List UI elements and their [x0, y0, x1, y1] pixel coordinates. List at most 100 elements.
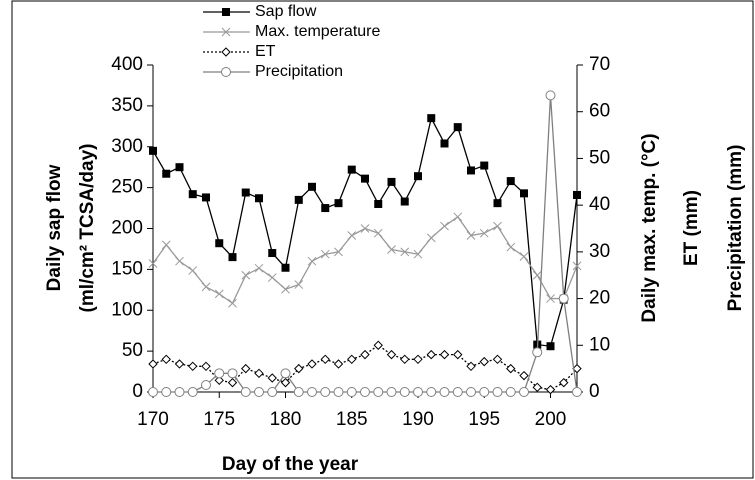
marker [546, 294, 555, 303]
marker [506, 177, 515, 186]
marker [281, 263, 290, 272]
x-tick-label: 190 [402, 409, 434, 430]
marker [387, 245, 396, 254]
marker [426, 349, 436, 360]
y-tick-label: 400 [111, 54, 143, 75]
y2-tick-label: 30 [589, 241, 610, 262]
marker [519, 370, 529, 381]
marker [361, 174, 369, 183]
marker [360, 224, 370, 233]
marker [413, 249, 423, 259]
marker [307, 256, 317, 266]
marker [241, 363, 251, 374]
marker [202, 193, 210, 202]
series-line [152, 215, 578, 305]
y-tick-label: 300 [111, 136, 143, 157]
y-axis-title: Daily sap flow [44, 164, 65, 291]
marker [466, 361, 476, 372]
y-axis-title: (ml/cm² TCSA/day) [77, 144, 98, 313]
marker [174, 387, 185, 397]
series-line [152, 116, 578, 347]
x-axis-title: Day of the year [222, 454, 359, 475]
marker [466, 387, 476, 397]
marker [520, 189, 528, 198]
marker [175, 256, 184, 266]
marker [281, 284, 290, 294]
marker [572, 363, 582, 374]
marker [479, 228, 489, 238]
marker [254, 263, 264, 273]
legend-label: Sap flow [255, 3, 317, 20]
y2-axis-title: Precipitation (mm) [725, 145, 746, 312]
marker [480, 161, 489, 170]
marker [559, 377, 569, 388]
marker [492, 354, 503, 365]
marker [221, 47, 231, 57]
marker [293, 387, 304, 397]
marker [214, 289, 224, 299]
marker [162, 169, 171, 178]
marker [374, 199, 383, 208]
marker [174, 359, 185, 369]
marker [227, 368, 238, 379]
marker [400, 354, 410, 365]
marker [545, 90, 556, 101]
marker [334, 247, 343, 257]
marker [188, 266, 198, 275]
marker [545, 384, 556, 395]
marker [453, 349, 463, 360]
marker [467, 166, 475, 175]
y2-axis-title: ET (mm) [681, 190, 702, 266]
marker [399, 387, 410, 397]
marker [373, 228, 383, 238]
marker [492, 387, 503, 397]
marker [532, 347, 543, 358]
marker [307, 359, 317, 369]
marker [373, 387, 384, 397]
marker [241, 270, 251, 280]
x-tick-label: 175 [203, 409, 235, 430]
marker [148, 259, 158, 268]
x-tick-label: 195 [468, 409, 500, 430]
marker [320, 249, 330, 259]
marker [440, 139, 449, 148]
marker [386, 349, 397, 360]
marker [400, 197, 409, 206]
y-tick-label: 100 [111, 299, 143, 320]
marker [479, 356, 489, 367]
y-tick-label: 50 [122, 340, 143, 361]
marker [228, 253, 237, 262]
marker [387, 177, 396, 186]
marker [440, 221, 449, 231]
marker [161, 354, 171, 365]
y2-axis-title: Daily max. temp. (°C) [639, 133, 660, 322]
y2-tick-label: 50 [589, 147, 610, 168]
marker [175, 163, 184, 172]
y2-tick-label: 40 [589, 194, 610, 215]
y2-tick-label: 0 [589, 381, 600, 402]
marker [161, 387, 172, 397]
y-tick-label: 350 [111, 95, 143, 116]
marker [241, 188, 250, 197]
marker [149, 146, 157, 155]
marker [360, 387, 370, 397]
y2-tick-label: 10 [589, 334, 610, 355]
y-tick-label: 250 [111, 177, 143, 198]
marker [214, 375, 224, 386]
marker [573, 190, 581, 199]
marker [294, 280, 304, 289]
marker [426, 387, 437, 397]
marker [506, 242, 516, 252]
marker [227, 377, 238, 388]
marker [161, 240, 171, 250]
marker [267, 387, 278, 397]
marker [187, 387, 198, 397]
marker [267, 273, 277, 282]
marker [221, 67, 231, 77]
marker [493, 221, 502, 231]
marker [466, 231, 476, 240]
marker [558, 293, 569, 304]
marker [360, 349, 370, 360]
marker [333, 359, 344, 369]
